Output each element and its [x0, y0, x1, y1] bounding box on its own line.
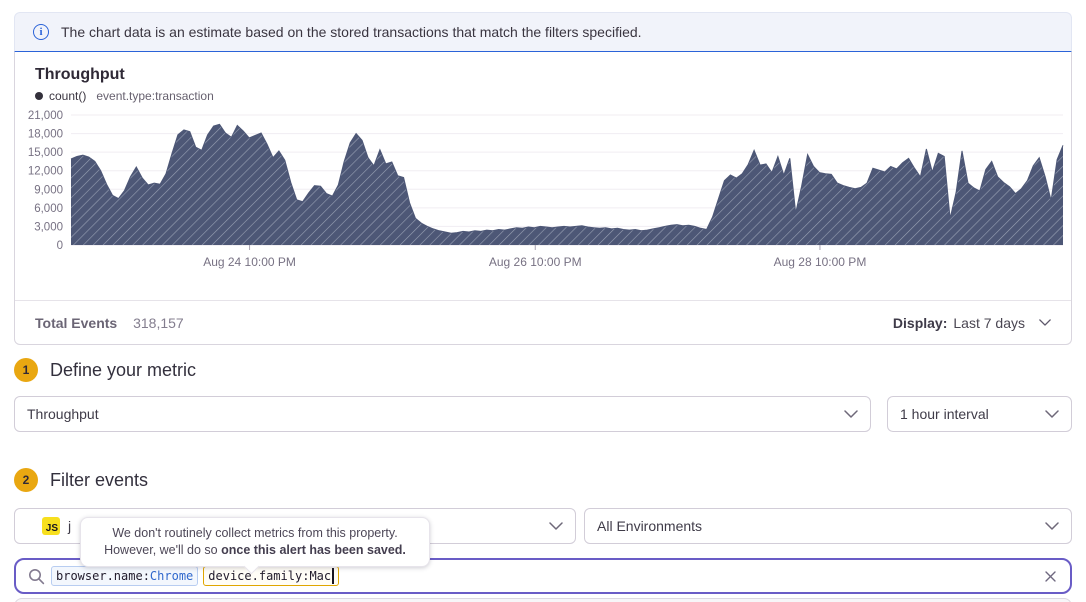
chevron-down-icon	[1045, 522, 1059, 530]
clear-search-icon[interactable]	[1043, 569, 1058, 584]
metric-select-value: Throughput	[27, 406, 99, 422]
y-axis-label: 15,000	[28, 147, 63, 159]
estimate-info-banner: i The chart data is an estimate based on…	[14, 12, 1072, 52]
y-axis-label: 6,000	[34, 203, 63, 215]
info-icon: i	[33, 24, 49, 40]
y-axis-label: 3,000	[34, 221, 63, 233]
throughput-chart: 0 3,000 6,000 9,000 12,000 15,000 18,000 21,000…	[28, 110, 1064, 269]
environment-select-value: All Environments	[597, 518, 703, 534]
chart-panel: Throughput count() event.type:transactio…	[14, 52, 1072, 345]
tooltip-line1: We don't routinely collect metrics from …	[112, 526, 398, 540]
legend-dot-icon	[35, 92, 43, 100]
search-input[interactable]: browser.name: Chrome device.family: Mac	[51, 566, 1037, 586]
interval-select[interactable]: 1 hour interval	[887, 396, 1072, 432]
banner-text: The chart data is an estimate based on t…	[61, 24, 642, 40]
x-axis-label: Aug 26 10:00 PM	[489, 255, 582, 269]
metric-select[interactable]: Throughput	[14, 396, 871, 432]
step-1-heading: 1 Define your metric	[14, 358, 196, 382]
project-select-value: j	[68, 518, 72, 534]
area-series	[71, 124, 1063, 245]
y-axis-label: 21,000	[28, 110, 63, 122]
step-2-heading: 2 Filter events	[14, 468, 148, 492]
search-token-browser-name[interactable]: browser.name: Chrome	[51, 566, 199, 586]
display-period-dropdown[interactable]: Display: Last 7 days	[893, 315, 1051, 331]
metrics-tooltip: We don't routinely collect metrics from …	[80, 517, 430, 575]
display-value: Last 7 days	[953, 314, 1025, 331]
step-2-title: Filter events	[50, 469, 149, 490]
tooltip-line2: However, we'll do so	[104, 542, 222, 557]
text-cursor	[332, 568, 334, 584]
y-axis-label: 0	[57, 240, 63, 252]
chevron-down-icon	[1039, 319, 1051, 326]
total-events-value: 318,157	[133, 314, 184, 331]
y-axis-label: 18,000	[28, 129, 63, 141]
chart-legend: count() event.type:transaction	[35, 89, 1051, 103]
x-axis-label: Aug 28 10:00 PM	[774, 255, 867, 269]
tooltip-line2-bold: once this alert has been saved.	[221, 542, 406, 557]
next-panel-edge	[14, 598, 1072, 602]
metric-row: Throughput 1 hour interval	[14, 396, 1072, 432]
chevron-down-icon	[844, 410, 858, 418]
legend-filter-label: event.type:transaction	[96, 89, 214, 103]
search-token-device-family[interactable]: device.family: Mac	[203, 566, 339, 586]
x-axis-label: Aug 24 10:00 PM	[203, 255, 296, 269]
chevron-down-icon	[1045, 410, 1059, 418]
step-1-badge: 1	[14, 358, 38, 382]
display-label: Display:	[892, 314, 948, 331]
search-icon	[29, 568, 45, 584]
step-2-badge: 2	[14, 468, 38, 492]
step-1-title: Define your metric	[50, 359, 197, 380]
javascript-platform-icon: JS	[42, 517, 60, 535]
total-events: Total Events 318,157	[35, 315, 184, 331]
total-events-label: Total Events	[35, 314, 118, 331]
y-axis-label: 12,000	[28, 166, 63, 178]
chart-footer: Total Events 318,157 Display: Last 7 day…	[15, 300, 1071, 344]
environment-select[interactable]: All Environments	[584, 508, 1072, 544]
chevron-down-icon	[549, 522, 563, 530]
y-axis-label: 9,000	[34, 184, 63, 196]
legend-series-label: count()	[49, 89, 87, 103]
interval-select-value: 1 hour interval	[900, 406, 989, 422]
chart-title: Throughput	[35, 66, 125, 83]
